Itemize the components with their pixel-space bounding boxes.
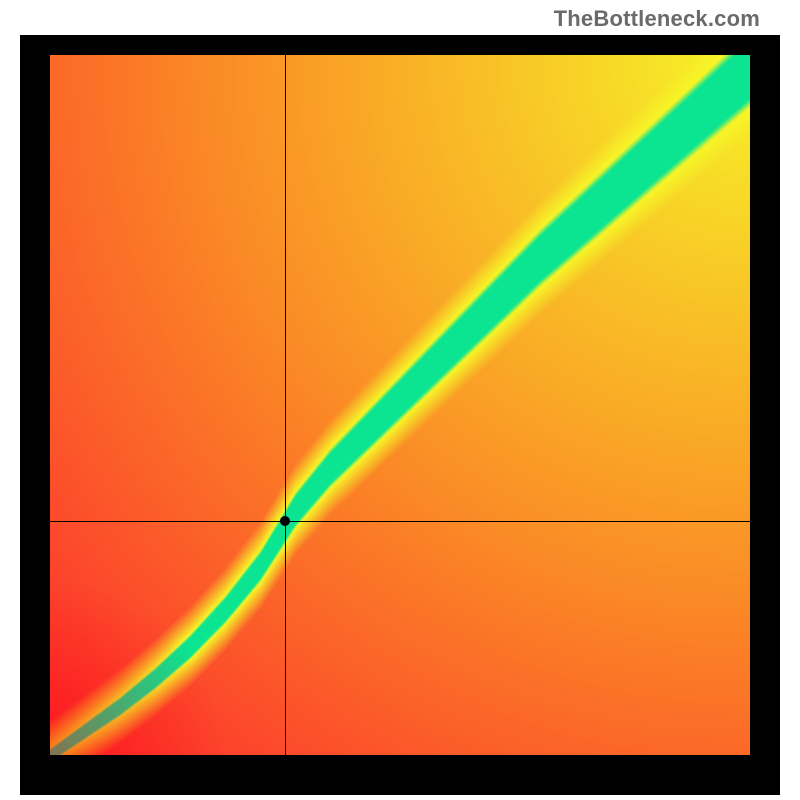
heatmap-canvas [50,55,750,755]
watermark: TheBottleneck.com [554,6,760,32]
plot-frame [20,35,780,795]
heatmap-plot [50,55,750,755]
data-point-marker [280,516,290,526]
crosshair-vertical [285,55,286,755]
crosshair-horizontal [50,521,750,522]
